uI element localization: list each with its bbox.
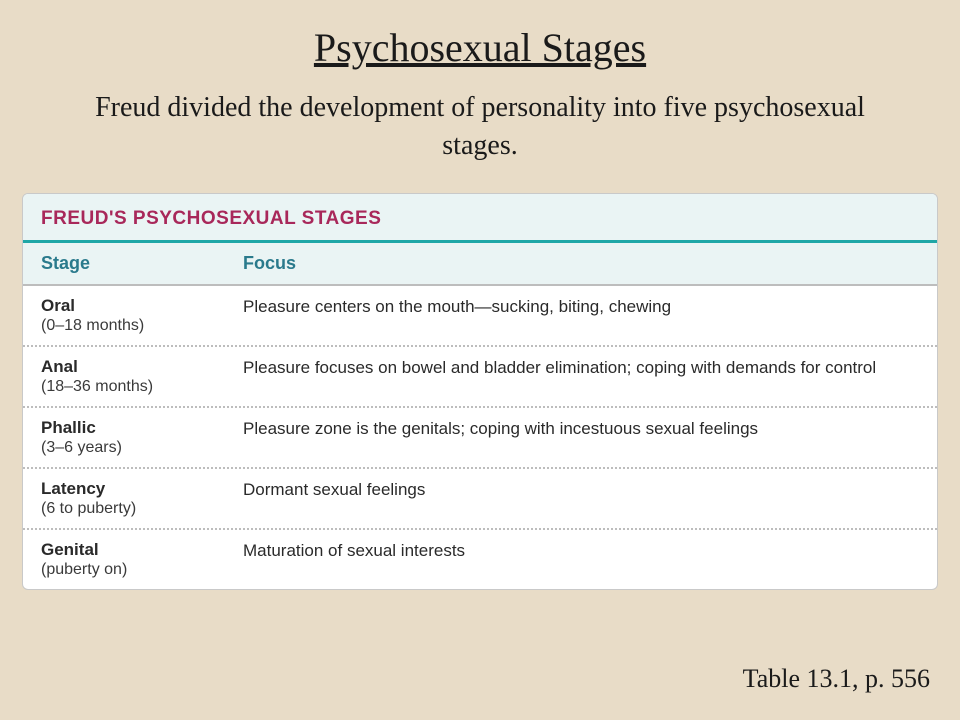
table-row: Phallic (3–6 years) Pleasure zone is the…: [23, 408, 937, 469]
stage-age: (18–36 months): [41, 378, 219, 396]
header-focus: Focus: [231, 243, 937, 284]
slide: Psychosexual Stages Freud divided the de…: [0, 0, 960, 720]
stage-name: Anal: [41, 357, 219, 377]
cell-focus: Pleasure centers on the mouth—sucking, b…: [231, 286, 937, 345]
table-row: Genital (puberty on) Maturation of sexua…: [23, 530, 937, 589]
table-title: FREUD'S PSYCHOSEXUAL STAGES: [41, 208, 919, 230]
stage-name: Latency: [41, 479, 219, 499]
cell-focus: Dormant sexual feelings: [231, 469, 937, 528]
cell-focus: Maturation of sexual interests: [231, 530, 937, 589]
header-stage: Stage: [23, 243, 231, 284]
table-header-row: Stage Focus: [23, 243, 937, 286]
table-row: Latency (6 to puberty) Dormant sexual fe…: [23, 469, 937, 530]
table-row: Oral (0–18 months) Pleasure centers on t…: [23, 286, 937, 347]
cell-stage: Phallic (3–6 years): [23, 408, 231, 467]
stage-name: Phallic: [41, 418, 219, 438]
cell-stage: Latency (6 to puberty): [23, 469, 231, 528]
cell-stage: Anal (18–36 months): [23, 347, 231, 406]
table-row: Anal (18–36 months) Pleasure focuses on …: [23, 347, 937, 408]
stage-name: Genital: [41, 540, 219, 560]
table-caption: Table 13.1, p. 556: [743, 664, 930, 694]
stages-table: FREUD'S PSYCHOSEXUAL STAGES Stage Focus …: [22, 193, 938, 590]
stage-age: (3–6 years): [41, 439, 219, 457]
table-title-bar: FREUD'S PSYCHOSEXUAL STAGES: [23, 194, 937, 243]
cell-focus: Pleasure zone is the genitals; coping wi…: [231, 408, 937, 467]
stage-name: Oral: [41, 296, 219, 316]
stage-age: (puberty on): [41, 561, 219, 579]
stage-age: (6 to puberty): [41, 500, 219, 518]
cell-focus: Pleasure focuses on bowel and bladder el…: [231, 347, 937, 406]
stage-age: (0–18 months): [41, 317, 219, 335]
slide-title: Psychosexual Stages: [0, 24, 960, 71]
cell-stage: Oral (0–18 months): [23, 286, 231, 345]
cell-stage: Genital (puberty on): [23, 530, 231, 589]
slide-subtitle: Freud divided the development of persona…: [70, 89, 890, 165]
